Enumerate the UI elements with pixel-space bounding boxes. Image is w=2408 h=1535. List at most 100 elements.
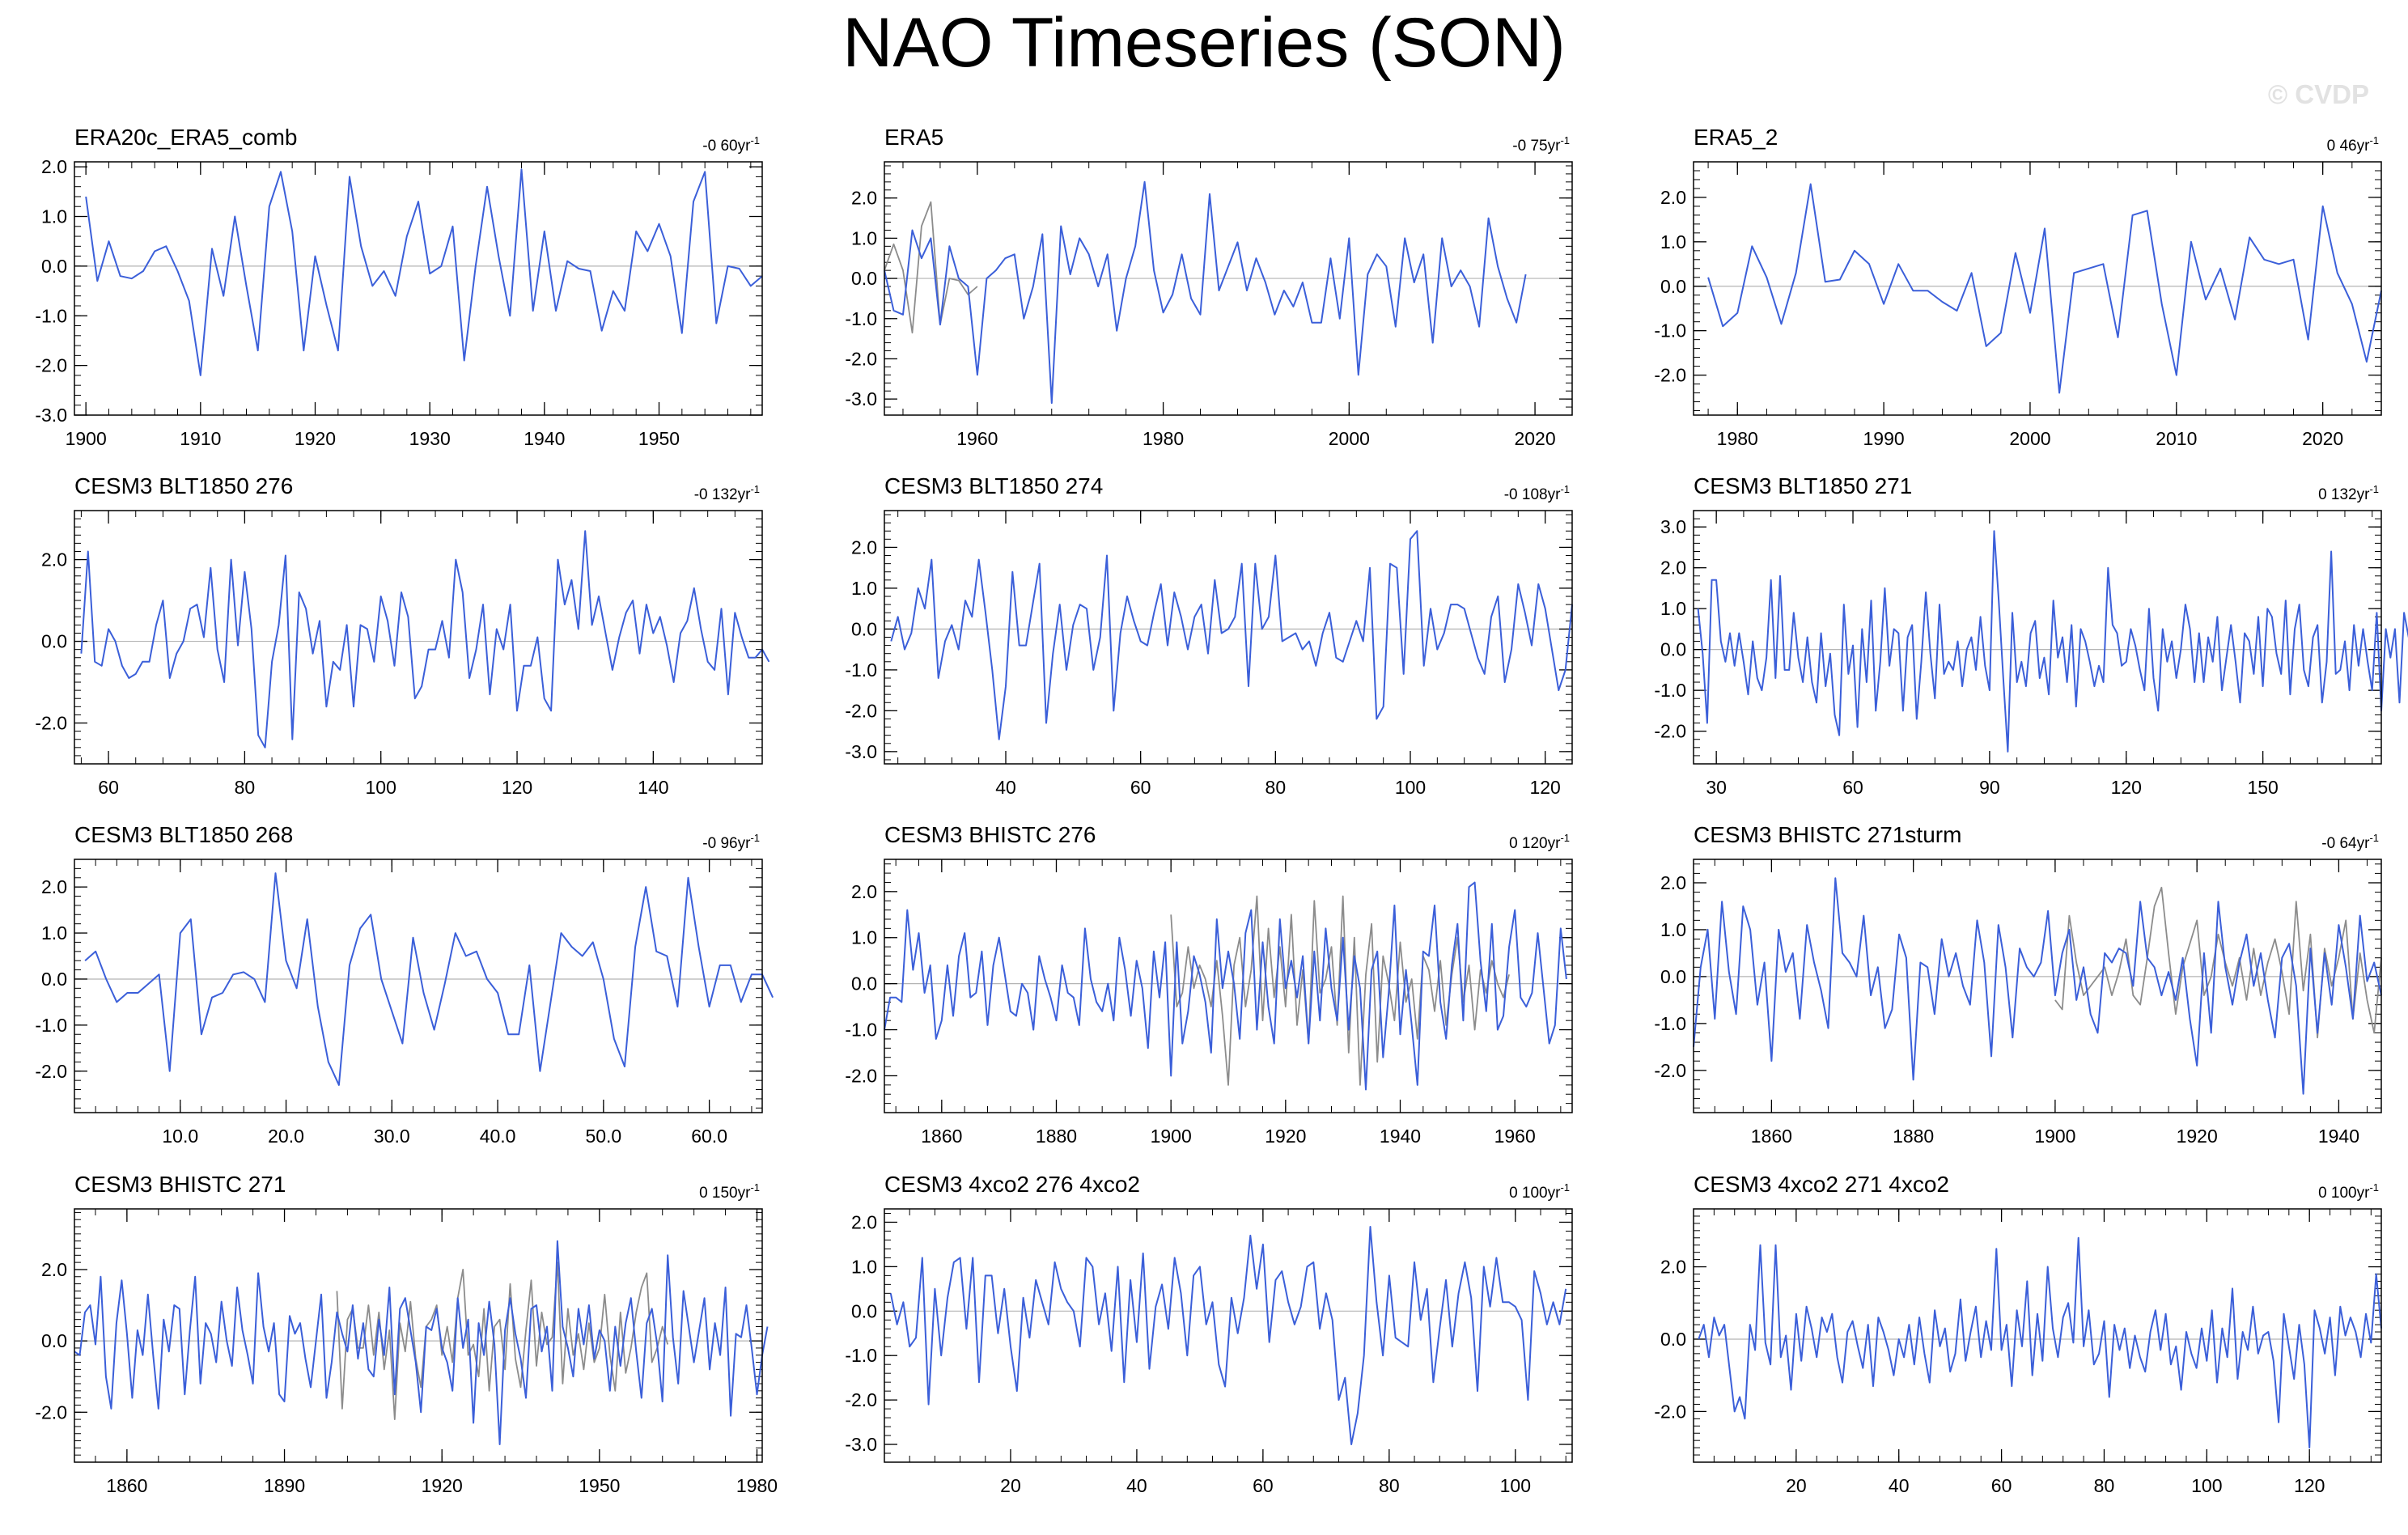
plot-frame [74,1208,763,1463]
y-tick-label: 0.0 [851,268,877,289]
x-tick-label: 2000 [2009,428,2050,449]
panel-title: ERA5_2 [1694,125,1778,150]
trend-label: -0 108yr-1 [1504,483,1570,503]
x-tick-label: 1860 [106,1475,147,1496]
panel-title: CESM3 BHISTC 276 [884,822,1096,847]
panel-2: ERA5 -0 75yr-1 -3.0 -2.0 -1.0 0.0 1.0 2.0 1960 19… [845,125,1573,449]
x-tick-label: 1900 [66,428,107,449]
y-tick-label: 1.0 [41,206,67,227]
y-tick-label: 0.0 [41,1330,67,1351]
trend-label: 0 100yr-1 [1509,1181,1570,1202]
y-tick-label: 0.0 [1660,1329,1686,1350]
y-tick-label: 1.0 [1660,598,1686,619]
panel-8: CESM3 BHISTC 276 0 120yr-1 -2.0 -1.0 0.0 1.0 2… [845,822,1573,1147]
trend-label: 0 100yr-1 [2318,1181,2379,1202]
y-tick-label: 1.0 [41,922,67,943]
plot-frame [884,859,1573,1113]
panel-3: ERA5_2 0 46yr-1 -2.0 -1.0 0.0 1.0 2.0 1980 1990 2… [1654,125,2382,449]
panel-title: CESM3 BLT1850 271 [1694,473,1912,498]
plot-frame [74,161,763,416]
x-tick-label: 60 [1130,777,1151,798]
plot-frame [1693,161,2382,416]
series-line-primary [890,530,1573,740]
series-line-secondary [336,1261,669,1420]
x-tick-label: 1950 [579,1475,620,1496]
panel-title: ERA5 [884,125,943,150]
x-tick-label: 1920 [295,428,336,449]
trend-label: -0 60yr-1 [702,134,760,155]
x-tick-label: 1880 [1036,1126,1077,1147]
x-tick-label: 1980 [1717,428,1758,449]
y-tick-label: -2.0 [845,700,877,721]
trend-exponent: -1 [2369,483,2379,495]
x-tick-label: 40 [995,777,1016,798]
series-line-primary [1693,877,2382,1095]
series-line-primary [884,881,1567,1091]
y-tick-label: 0.0 [1660,966,1686,987]
x-tick-label: 20.0 [268,1126,304,1147]
y-tick-label: 0.0 [41,631,67,652]
y-tick-label: 0.0 [1660,276,1686,297]
trend-label: -0 75yr-1 [1512,134,1570,155]
figure-title: NAO Timeseries (SON) [842,4,1566,82]
y-tick-label: 1.0 [1660,231,1686,252]
y-tick-label: -2.0 [35,1401,67,1423]
y-tick-label: -3.0 [845,388,877,409]
x-tick-label: 60 [98,777,119,798]
panel-10: CESM3 BHISTC 271 0 150yr-1 -2.0 0.0 2.0 1860 1… [35,1172,778,1496]
x-tick-label: 40 [1126,1475,1147,1496]
y-tick-label: -3.0 [35,405,67,426]
x-tick-label: 1980 [736,1475,778,1496]
plot-frame [1693,859,2382,1113]
x-tick-label: 1940 [1380,1126,1421,1147]
series-line-secondary [884,201,978,334]
x-tick-label: 140 [638,777,668,798]
x-tick-label: 1960 [956,428,998,449]
panel-1: ERA20c_ERA5_comb -0 60yr-1 -3.0 -2.0 -1.0 0.0… [35,125,763,449]
y-tick-label: -2.0 [845,1389,877,1410]
x-tick-label: 80 [235,777,256,798]
y-tick-label: 2.0 [41,876,67,897]
x-tick-label: 100 [1500,1475,1531,1496]
plot-frame [884,161,1573,416]
y-tick-label: -1.0 [845,1345,877,1366]
y-tick-label: -1.0 [1654,320,1686,341]
y-tick-label: 0.0 [851,973,877,994]
y-tick-label: 2.0 [1660,872,1686,893]
y-tick-label: -3.0 [845,741,877,762]
x-tick-label: 1880 [1893,1126,1934,1147]
x-tick-label: 1900 [2034,1126,2075,1147]
x-tick-label: 1890 [264,1475,305,1496]
x-tick-label: 2020 [1514,428,1555,449]
trend-exponent: -1 [750,832,760,844]
x-tick-label: 120 [2294,1475,2325,1496]
trend-label: 0 132yr-1 [2318,483,2379,503]
y-tick-label: 2.0 [41,156,67,177]
x-tick-label: 1860 [921,1126,962,1147]
trend-exponent: -1 [1560,134,1570,146]
x-tick-label: 60 [1253,1475,1274,1496]
series-line-primary [84,872,774,1086]
panel-5: CESM3 BLT1850 274 -0 108yr-1 -3.0 -2.0 -1.0 0… [845,473,1573,798]
y-tick-label: -1.0 [845,659,877,681]
x-tick-label: 1940 [524,428,565,449]
x-tick-label: 90 [1979,777,2000,798]
y-tick-label: 1.0 [1660,919,1686,940]
trend-exponent: -1 [750,134,760,146]
y-tick-label: -1.0 [845,308,877,329]
x-tick-label: 1900 [1151,1126,1192,1147]
x-tick-label: 30.0 [374,1126,410,1147]
y-tick-label: -2.0 [35,1061,67,1082]
x-tick-label: 80 [1265,777,1287,798]
x-tick-label: 1910 [180,428,221,449]
series-line-primary [889,1226,1567,1445]
panels: ERA20c_ERA5_comb -0 60yr-1 -3.0 -2.0 -1.0 0.0… [35,125,2408,1496]
panel-title: CESM3 BHISTC 271sturm [1694,822,1961,847]
x-tick-label: 1950 [638,428,680,449]
x-tick-label: 1940 [2318,1126,2359,1147]
panel-title: ERA20c_ERA5_comb [74,125,297,150]
x-tick-label: 1990 [1863,428,1905,449]
plot-frame [74,859,763,1113]
y-tick-label: 2.0 [851,188,877,209]
